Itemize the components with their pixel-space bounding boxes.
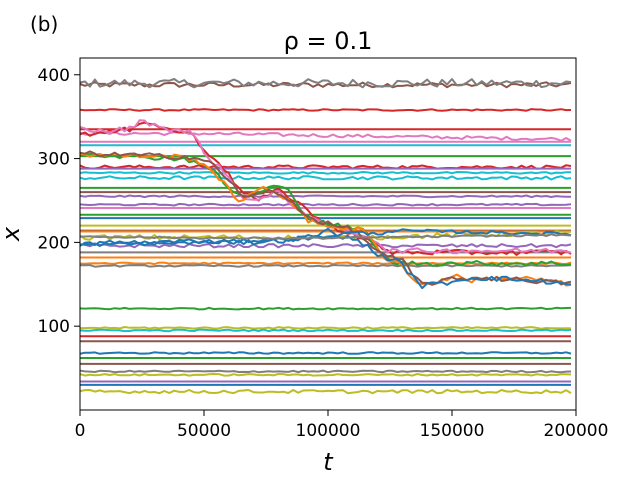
- y-tick-label: 400: [38, 66, 70, 86]
- series-line: [80, 373, 572, 377]
- series-line: [80, 81, 572, 89]
- series-line: [80, 130, 572, 142]
- series-line: [80, 108, 572, 112]
- y-axis-label: x: [0, 226, 25, 242]
- series-group: [80, 78, 572, 395]
- x-tick-label: 50000: [177, 421, 231, 441]
- x-tick-label: 150000: [420, 421, 485, 441]
- y-tick-label: 200: [38, 233, 70, 253]
- panel-label: (b): [30, 12, 58, 36]
- series-line: [80, 388, 572, 395]
- x-tick-label: 0: [75, 421, 86, 441]
- y-tick-label: 100: [38, 317, 70, 337]
- series-line: [80, 369, 572, 374]
- series-line: [80, 152, 572, 267]
- x-axis: 0 50000 100000 150000 200000: [75, 410, 609, 441]
- series-line: [80, 326, 572, 330]
- series-line: [80, 351, 572, 355]
- chart-title: ρ = 0.1: [284, 27, 373, 55]
- series-line: [80, 119, 572, 255]
- y-tick-label: 300: [38, 150, 70, 170]
- series-line: [80, 264, 572, 268]
- series-line: [80, 228, 572, 247]
- series-line: [80, 175, 572, 181]
- series-line: [80, 227, 571, 290]
- x-tick-label: 100000: [296, 421, 361, 441]
- series-line: [80, 194, 571, 199]
- series-line: [80, 306, 572, 311]
- series-line: [80, 78, 572, 89]
- plot-area: 0 50000 100000 150000 200000 100 200 300 400: [38, 57, 609, 441]
- series-line: [80, 243, 572, 249]
- series-line: [80, 233, 572, 240]
- series-line: [80, 202, 572, 207]
- y-axis: 100 200 300 400: [38, 66, 80, 337]
- series-line: [80, 328, 572, 333]
- series-line: [80, 171, 572, 175]
- x-axis-label: t: [323, 448, 334, 476]
- series-line: [80, 261, 572, 266]
- x-tick-label: 200000: [544, 421, 609, 441]
